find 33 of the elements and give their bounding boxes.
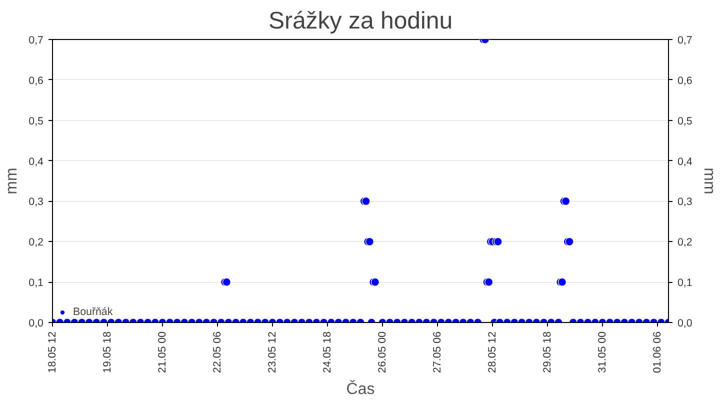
y2-axis-title: mm [700, 168, 718, 194]
y-tick-label: 0,0 [28, 318, 44, 330]
y2-tick-label: 0,1 [678, 277, 692, 290]
x-tick-label: 19.05 18 [102, 331, 114, 373]
y-axis-title: mm [4, 168, 21, 194]
y2-tick-label: 0,0 [678, 318, 692, 330]
y-tick-label: 0,6 [28, 74, 44, 87]
y2-tick-label: 0,5 [678, 115, 692, 128]
y2-tick-label: 0,2 [678, 236, 692, 249]
y2-tick-label: 0,4 [678, 156, 692, 168]
y-tick-label: 0,3 [28, 196, 44, 208]
x-tick-label: 22.05 06 [212, 331, 224, 373]
chart-title: Srážky za hodinu [268, 8, 453, 34]
x-tick-label: 26.05 00 [376, 331, 388, 373]
x-tick-label: 28.05 12 [486, 331, 498, 373]
x-tick-label: 27.05 06 [432, 331, 444, 373]
y-tick-label: 0,5 [28, 115, 44, 128]
x-tick-label: 21.05 00 [156, 331, 168, 373]
y2-tick-label: 0,7 [678, 34, 692, 46]
x-tick-label: 23.05 12 [266, 331, 278, 373]
x-tick-label: 01.06 06 [652, 331, 664, 373]
y-tick-label: 0,1 [28, 277, 44, 290]
x-tick-label: 29.05 18 [542, 331, 554, 373]
x-axis-title: Čas [346, 380, 375, 398]
y2-tick-label: 0,3 [678, 196, 692, 208]
x-tick-label: 18.05 12 [46, 331, 58, 373]
y-tick-label: 0,2 [28, 236, 44, 249]
legend-label: Bouřňák [73, 306, 113, 318]
y2-tick-label: 0,6 [678, 74, 692, 87]
x-tick-label: 24.05 18 [322, 331, 334, 373]
y-tick-label: 0,4 [28, 156, 44, 168]
x-tick-label: 31.05 00 [596, 331, 608, 373]
y-tick-label: 0,7 [28, 34, 44, 46]
